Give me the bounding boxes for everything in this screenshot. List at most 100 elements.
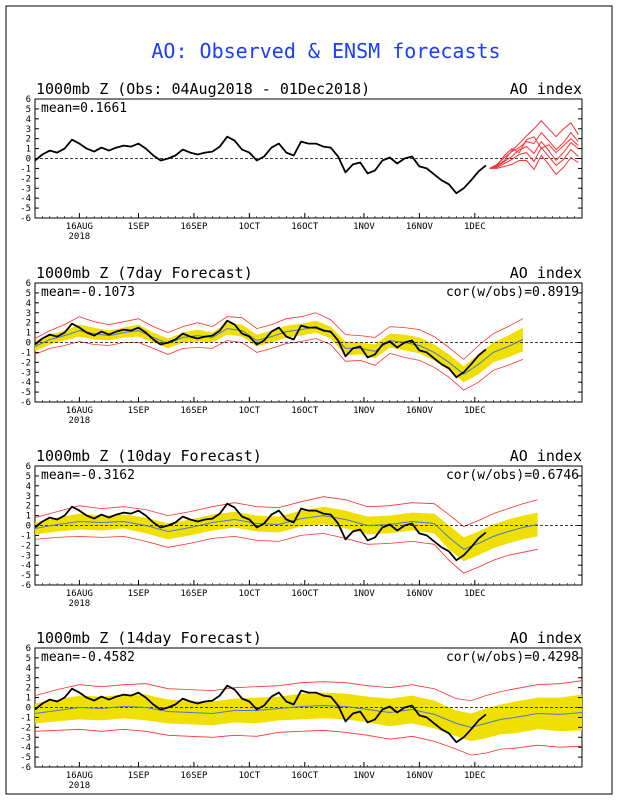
y-tick-label: -3 [20, 733, 31, 743]
x-tick-label: 16NOV [406, 406, 434, 416]
y-tick-label: 1 [26, 145, 31, 155]
y-tick-label: 5 [26, 654, 31, 664]
forecast-member-line-6 [489, 136, 579, 169]
x-tick-label: 1NOV [353, 771, 375, 781]
y-tick-label: -2 [20, 723, 31, 733]
x-tick-label: 1SEP [128, 406, 150, 416]
x-tick-label: 16OCT [291, 589, 319, 599]
y-tick-label: 6 [26, 644, 31, 654]
y-tick-label: -6 [20, 763, 31, 773]
observed-line [34, 684, 487, 744]
envelope-upper-line [34, 496, 538, 527]
y-tick-label: 5 [26, 472, 31, 482]
x-tick-label: 1NOV [353, 589, 375, 599]
mean-label: mean=0.1661 [41, 101, 127, 116]
envelope-lower-line [34, 728, 583, 756]
correlation-label: cor(w/obs)=0.4298 [446, 650, 579, 665]
x-tick-label: 16SEP [180, 406, 208, 416]
chart-panel-4: 1000mb Z (14day Forecast) AO index 6543210… [20, 629, 583, 791]
y-tick-label: -4 [20, 378, 31, 388]
x-tick-label: 1DEC [464, 222, 486, 232]
y-tick-label: 2 [26, 502, 31, 512]
x-tick-label: 1NOV [353, 222, 375, 232]
x-tick-label: 16NOV [406, 222, 434, 232]
panels: 1000mb Z (Obs: 04Aug2018 - 01Dec2018) AO … [20, 80, 583, 791]
y-tick-label: 3 [26, 492, 31, 502]
x-tick-label: 16OCT [291, 771, 319, 781]
y-tick-label: 3 [26, 125, 31, 135]
figure-title: AO: Observed & ENSM forecasts [151, 39, 500, 63]
envelope-lower-line [34, 338, 524, 391]
y-tick-label: 6 [26, 95, 31, 105]
index-label: AO index [510, 80, 582, 98]
y-tick-label: -5 [20, 388, 31, 398]
x-tick-label: 16SEP [180, 222, 208, 232]
forecast-member-line-5 [489, 154, 579, 176]
y-tick-label: -1 [20, 348, 31, 358]
x-tick-year-label: 2018 [69, 781, 91, 791]
envelope-upper-line [34, 680, 583, 702]
y-tick-label: -3 [20, 368, 31, 378]
forecast-member-line-1 [489, 120, 579, 169]
y-tick-label: -6 [20, 581, 31, 591]
panel-title: 1000mb Z (10day Forecast) [36, 447, 262, 465]
y-tick-label: 2 [26, 684, 31, 694]
y-tick-label: 1 [26, 329, 31, 339]
y-tick-label: -4 [20, 194, 31, 204]
observed-line [34, 135, 487, 195]
y-tick-label: 4 [26, 482, 31, 492]
y-tick-label: -1 [20, 531, 31, 541]
y-tick-label: 0 [26, 522, 31, 532]
x-tick-label: 1SEP [128, 771, 150, 781]
y-tick-label: 2 [26, 319, 31, 329]
y-tick-label: 3 [26, 309, 31, 319]
y-tick-label: 0 [26, 704, 31, 714]
panel-title: 1000mb Z (7day Forecast) [36, 264, 253, 282]
observed-line [34, 502, 487, 562]
y-tick-label: 6 [26, 462, 31, 472]
y-tick-label: 5 [26, 289, 31, 299]
y-tick-label: -2 [20, 174, 31, 184]
ensemble-mean-line [34, 326, 524, 375]
x-tick-label: 16NOV [406, 771, 434, 781]
y-tick-label: -5 [20, 571, 31, 581]
x-tick-label: 1SEP [128, 589, 150, 599]
y-tick-label: 1 [26, 694, 31, 704]
x-tick-label: 1DEC [464, 589, 486, 599]
x-tick-year-label: 2018 [69, 232, 91, 242]
index-label: AO index [510, 264, 582, 282]
y-tick-label: -3 [20, 551, 31, 561]
y-tick-label: 4 [26, 115, 31, 125]
x-tick-label: 16NOV [406, 589, 434, 599]
spread-band [35, 506, 538, 562]
x-tick-year-label: 2018 [69, 416, 91, 426]
chart-panel-1: 1000mb Z (Obs: 04Aug2018 - 01Dec2018) AO … [20, 80, 583, 242]
mean-label: mean=-0.4582 [41, 650, 135, 665]
y-tick-label: -5 [20, 753, 31, 763]
y-tick-label: 1 [26, 512, 31, 522]
forecast-member-line-2 [489, 131, 579, 169]
y-tick-label: 4 [26, 299, 31, 309]
chart-panel-3: 1000mb Z (10day Forecast) AO index 6543210… [20, 447, 583, 609]
mean-label: mean=-0.3162 [41, 468, 135, 483]
x-tick-label: 16AUG [66, 406, 93, 416]
x-tick-label: 1DEC [464, 406, 486, 416]
y-tick-label: 4 [26, 664, 31, 674]
y-tick-label: 5 [26, 105, 31, 115]
y-tick-label: -4 [20, 561, 31, 571]
x-tick-label: 1OCT [239, 771, 261, 781]
y-tick-label: -1 [20, 164, 31, 174]
y-tick-label: -6 [20, 398, 31, 408]
y-tick-label: -1 [20, 713, 31, 723]
y-tick-label: -2 [20, 541, 31, 551]
x-tick-label: 1SEP [128, 222, 150, 232]
x-tick-label: 16AUG [66, 589, 93, 599]
forecast-member-line-4 [489, 146, 579, 169]
index-label: AO index [510, 447, 582, 465]
figure-border [5, 5, 613, 795]
x-tick-label: 1DEC [464, 771, 486, 781]
envelope-upper-line [34, 312, 524, 360]
x-tick-label: 16AUG [66, 771, 93, 781]
y-tick-label: 0 [26, 339, 31, 349]
